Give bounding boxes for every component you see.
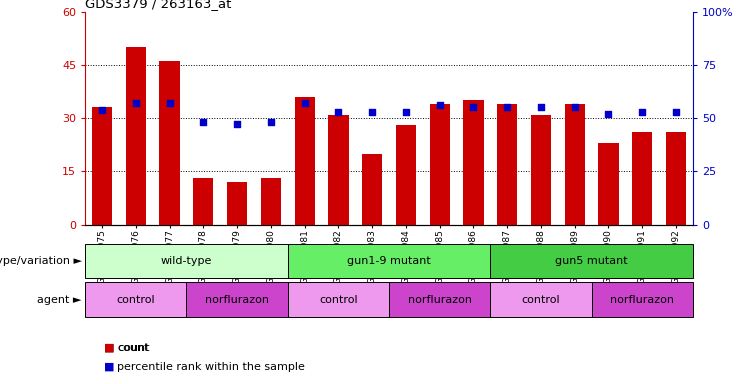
Point bbox=[130, 100, 142, 106]
Point bbox=[569, 104, 581, 111]
Text: control: control bbox=[319, 295, 358, 305]
Text: norflurazon: norflurazon bbox=[408, 295, 472, 305]
Point bbox=[164, 100, 176, 106]
Point bbox=[535, 104, 547, 111]
Point bbox=[333, 109, 345, 115]
Bar bbox=[666, 132, 686, 225]
Text: count: count bbox=[117, 343, 149, 353]
Text: ■ count: ■ count bbox=[104, 343, 149, 353]
Text: control: control bbox=[522, 295, 560, 305]
Point bbox=[468, 104, 479, 111]
Bar bbox=[491, 244, 693, 278]
Text: gun5 mutant: gun5 mutant bbox=[555, 256, 628, 266]
Bar bbox=[591, 282, 693, 317]
Bar bbox=[159, 61, 180, 225]
Point bbox=[400, 109, 412, 115]
Text: wild-type: wild-type bbox=[161, 256, 212, 266]
Bar bbox=[328, 114, 348, 225]
Point bbox=[637, 109, 648, 115]
Text: ■: ■ bbox=[104, 343, 114, 353]
Bar bbox=[193, 179, 213, 225]
Bar bbox=[261, 179, 281, 225]
Text: percentile rank within the sample: percentile rank within the sample bbox=[117, 362, 305, 372]
Bar bbox=[92, 108, 112, 225]
Bar bbox=[598, 143, 619, 225]
Point bbox=[602, 111, 614, 117]
Bar bbox=[389, 282, 491, 317]
Bar bbox=[85, 282, 187, 317]
Bar bbox=[362, 154, 382, 225]
Text: GDS3379 / 263163_at: GDS3379 / 263163_at bbox=[85, 0, 232, 10]
Bar bbox=[294, 97, 315, 225]
Bar bbox=[463, 100, 484, 225]
Bar bbox=[288, 282, 389, 317]
Bar bbox=[396, 125, 416, 225]
Text: control: control bbox=[116, 295, 155, 305]
Bar bbox=[491, 282, 591, 317]
Text: gun1-9 mutant: gun1-9 mutant bbox=[347, 256, 431, 266]
Point bbox=[197, 119, 209, 126]
Bar bbox=[227, 182, 247, 225]
Bar bbox=[126, 47, 146, 225]
Bar bbox=[531, 114, 551, 225]
Point bbox=[265, 119, 277, 126]
Point bbox=[501, 104, 513, 111]
Bar bbox=[632, 132, 652, 225]
Bar bbox=[565, 104, 585, 225]
Point bbox=[299, 100, 310, 106]
Text: norflurazon: norflurazon bbox=[205, 295, 269, 305]
Text: genotype/variation ►: genotype/variation ► bbox=[0, 256, 82, 266]
Point bbox=[670, 109, 682, 115]
Bar bbox=[430, 104, 450, 225]
Bar bbox=[85, 244, 288, 278]
Bar bbox=[497, 104, 517, 225]
Text: ■: ■ bbox=[104, 362, 114, 372]
Point bbox=[231, 121, 243, 127]
Bar bbox=[187, 282, 288, 317]
Text: agent ►: agent ► bbox=[37, 295, 82, 305]
Bar bbox=[288, 244, 491, 278]
Point bbox=[366, 109, 378, 115]
Point bbox=[433, 102, 445, 108]
Point bbox=[96, 106, 108, 113]
Text: norflurazon: norflurazon bbox=[610, 295, 674, 305]
